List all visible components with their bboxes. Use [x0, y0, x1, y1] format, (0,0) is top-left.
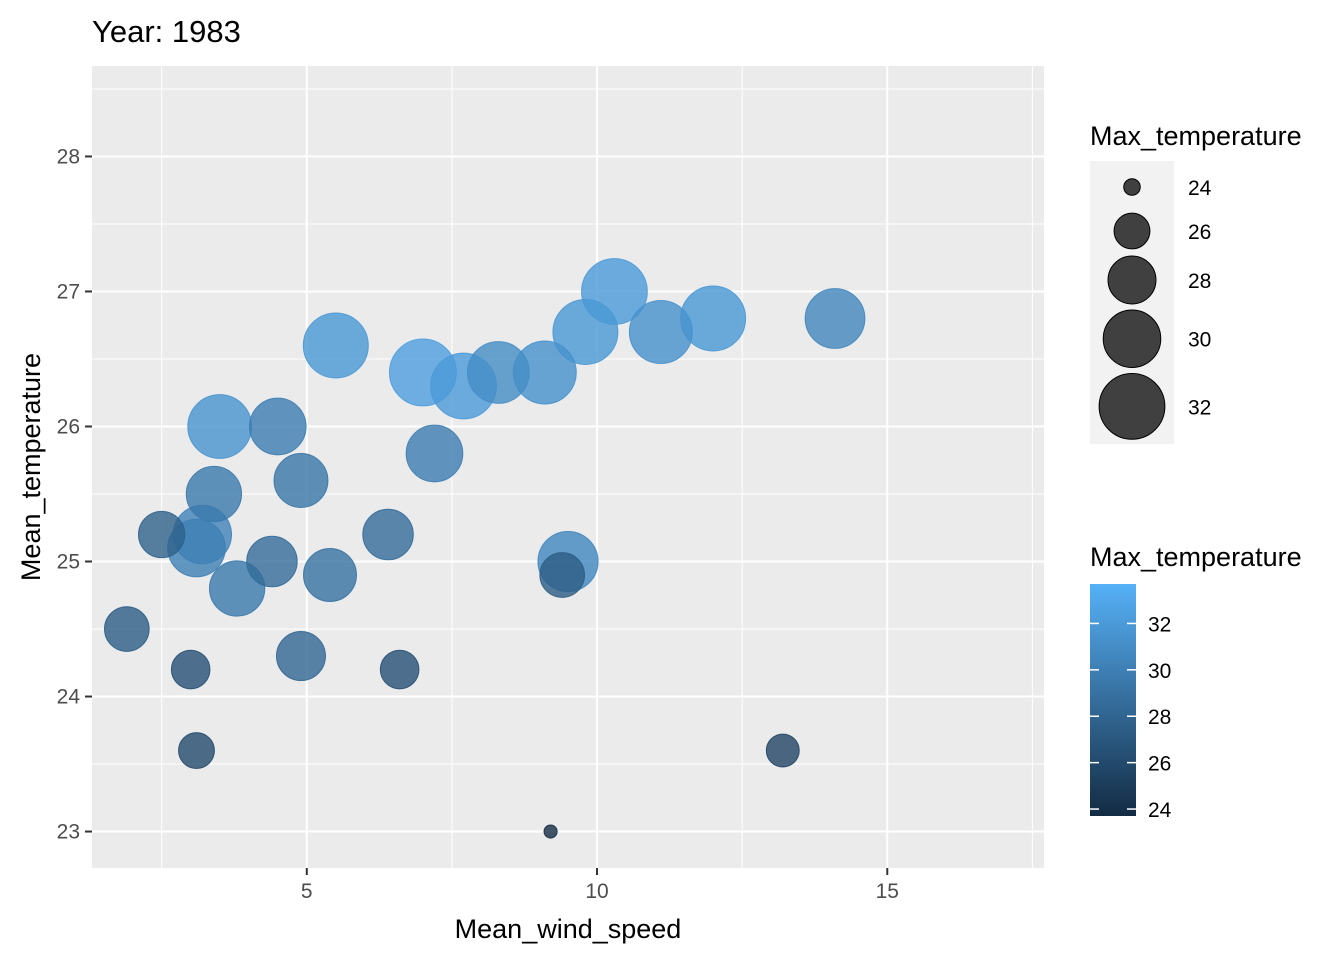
scatter-point: [628, 299, 693, 364]
size-legend-items: 24 26 28 30 32: [1098, 177, 1212, 440]
size-legend-label: 26: [1188, 221, 1211, 244]
grid-major: [92, 66, 1044, 868]
axis-ticks: [85, 155, 889, 875]
scatter-point: [543, 824, 558, 839]
plot-panel: [92, 66, 1044, 868]
scatter-point: [362, 508, 414, 561]
scatter-point: [379, 649, 420, 690]
axis-tick-labels: 5 10 15 23 24 25 26 27 28: [57, 145, 899, 903]
y-axis-title: Mean_temperature: [16, 353, 46, 581]
grid-minor: [92, 66, 1044, 868]
y-tick-label: 27: [57, 280, 80, 303]
colorbar-label: 30: [1148, 660, 1171, 683]
size-legend-key: [1102, 309, 1162, 368]
scatter-point: [104, 606, 150, 652]
scatter-point: [273, 453, 329, 508]
x-axis-title: Mean_wind_speed: [455, 914, 682, 944]
scatter-point: [302, 312, 369, 379]
y-tick-label: 24: [57, 686, 81, 709]
color-legend: Max_temperature 24 26 28 30 32: [1090, 542, 1302, 822]
size-legend-label: 24: [1188, 177, 1212, 200]
colorbar-label: 26: [1148, 753, 1171, 776]
size-legend-title: Max_temperature: [1090, 121, 1302, 151]
scatter-point: [552, 298, 619, 365]
size-legend: Max_temperature 24 26 28 30 32: [1090, 121, 1302, 445]
scatter-point: [275, 631, 326, 682]
scatter-point: [765, 733, 800, 768]
scatter-point: [178, 732, 215, 769]
scatter-point: [185, 465, 243, 523]
colorbar-label: 24: [1148, 799, 1172, 822]
colorbar-label: 32: [1148, 613, 1171, 636]
scatter-point: [246, 535, 298, 588]
size-legend-key: [1113, 212, 1151, 250]
colorbar: [1090, 584, 1136, 816]
scatter-point: [804, 288, 866, 349]
x-tick-label: 15: [876, 880, 899, 903]
x-tick-label: 10: [585, 880, 608, 903]
scatter-point: [187, 394, 253, 459]
scatter-point: [303, 548, 357, 602]
color-legend-title: Max_temperature: [1090, 542, 1302, 572]
colorbar-label: 28: [1148, 706, 1171, 729]
scatter-point: [539, 552, 586, 598]
scatter-point: [137, 510, 186, 559]
scatter-point: [405, 424, 464, 483]
chart-title: Year: 1983: [92, 14, 241, 49]
size-legend-label: 28: [1188, 270, 1211, 293]
size-legend-label: 32: [1188, 396, 1211, 419]
points-layer: [104, 258, 866, 839]
size-legend-key: [1107, 255, 1157, 305]
y-tick-label: 26: [57, 415, 80, 438]
y-tick-label: 28: [57, 145, 80, 168]
y-tick-label: 23: [57, 821, 80, 844]
scatter-point: [170, 649, 211, 690]
size-legend-key: [1123, 178, 1141, 196]
x-tick-label: 5: [301, 880, 313, 903]
scatter-point: [466, 341, 530, 404]
scatter-point: [248, 397, 307, 456]
colorbar-items: 24 26 28 30 32: [1090, 613, 1172, 822]
size-legend-key: [1098, 372, 1166, 440]
y-tick-label: 25: [57, 551, 80, 574]
size-legend-label: 30: [1188, 329, 1211, 352]
